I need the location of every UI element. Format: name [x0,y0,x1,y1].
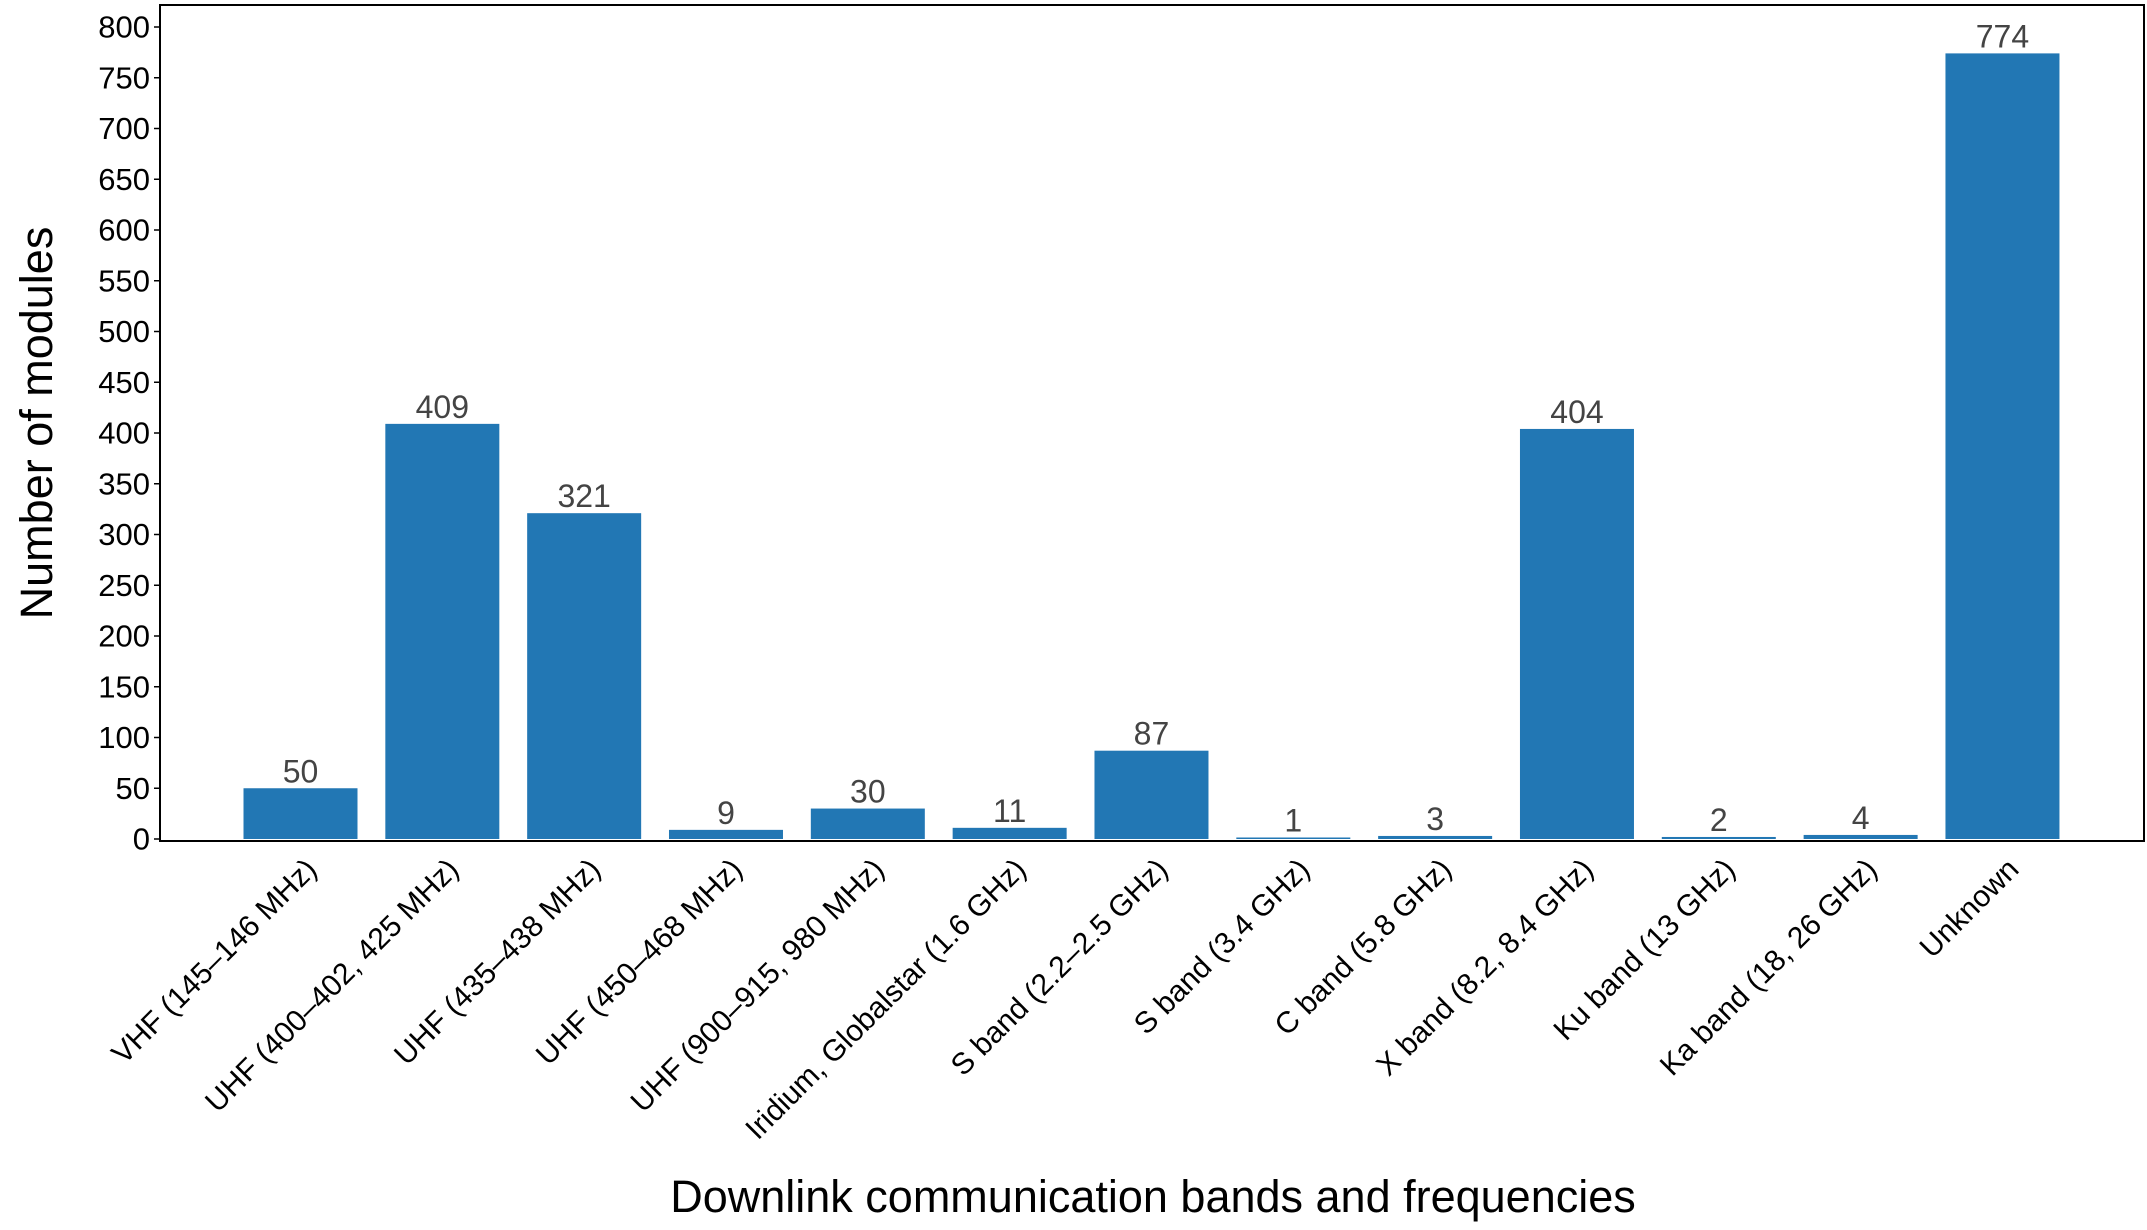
y-tick-label: 250 [98,568,150,603]
bar [1803,834,1918,839]
x-axis-title: Downlink communication bands and frequen… [670,1171,1636,1222]
y-tick-label: 350 [98,466,150,501]
y-tick-label: 50 [116,771,150,806]
bar-value-label: 3 [1426,801,1444,837]
y-tick-label: 700 [98,111,150,146]
bar-value-label: 30 [850,774,886,810]
y-tick-label: 100 [98,720,150,755]
bar-value-label: 321 [557,478,610,514]
y-tick-label: 450 [98,365,150,400]
bar [1378,835,1493,839]
bar [810,808,925,839]
data-labels-layer: 50 409 321 9 30 11 87 1 3 404 2 4 774 [283,18,2029,838]
bar [527,513,642,839]
bar [243,788,358,839]
x-tick-label: UHF (400–402, 425 MHz) [199,853,465,1119]
bar-value-label: 2 [1710,802,1728,838]
bar [1519,428,1634,839]
y-tick-label: 400 [98,416,150,451]
y-tick-label: 0 [133,822,150,857]
bar-value-label: 404 [1550,394,1603,430]
y-tick-label: 150 [98,669,150,704]
bar [668,829,783,839]
y-tick-label: 800 [98,10,150,45]
bar-value-label: 409 [416,389,469,425]
x-tick-label: UHF (900–915, 980 MHz) [625,853,891,1119]
bar [1945,53,2060,839]
bar-value-label: 1 [1284,803,1302,839]
y-tick-label: 550 [98,263,150,298]
bar [952,827,1067,839]
bar-value-label: 50 [283,753,319,789]
bar [1236,837,1351,839]
bar-value-label: 87 [1134,716,1170,752]
bar-value-label: 774 [1976,18,2029,54]
y-tick-label: 750 [98,60,150,95]
x-tick-label: Iridium, Globalstar (1.6 GHz) [739,853,1032,1146]
y-axis-title: Number of modules [11,227,62,620]
bar-value-label: 4 [1852,800,1870,836]
bar [385,423,500,839]
y-axis-ticks: 0 50 100 150 200 250 300 350 400 450 500 550 600 650 7… [98,10,160,857]
y-tick-label: 600 [98,213,150,248]
bars-layer [243,53,2060,839]
x-tick-label: Unknown [1914,853,2026,965]
y-tick-label: 650 [98,162,150,197]
y-tick-label: 300 [98,517,150,552]
y-tick-label: 200 [98,619,150,654]
bar [1094,750,1209,839]
bar-value-label: 11 [993,793,1026,829]
y-tick-label: 500 [98,314,150,349]
x-axis-ticks: VHF (145–146 MHz)UHF (400–402, 425 MHz)U… [106,853,2026,1146]
plot-area-frame [159,4,2145,842]
bar-value-label: 9 [717,795,735,831]
bar [1661,836,1776,839]
